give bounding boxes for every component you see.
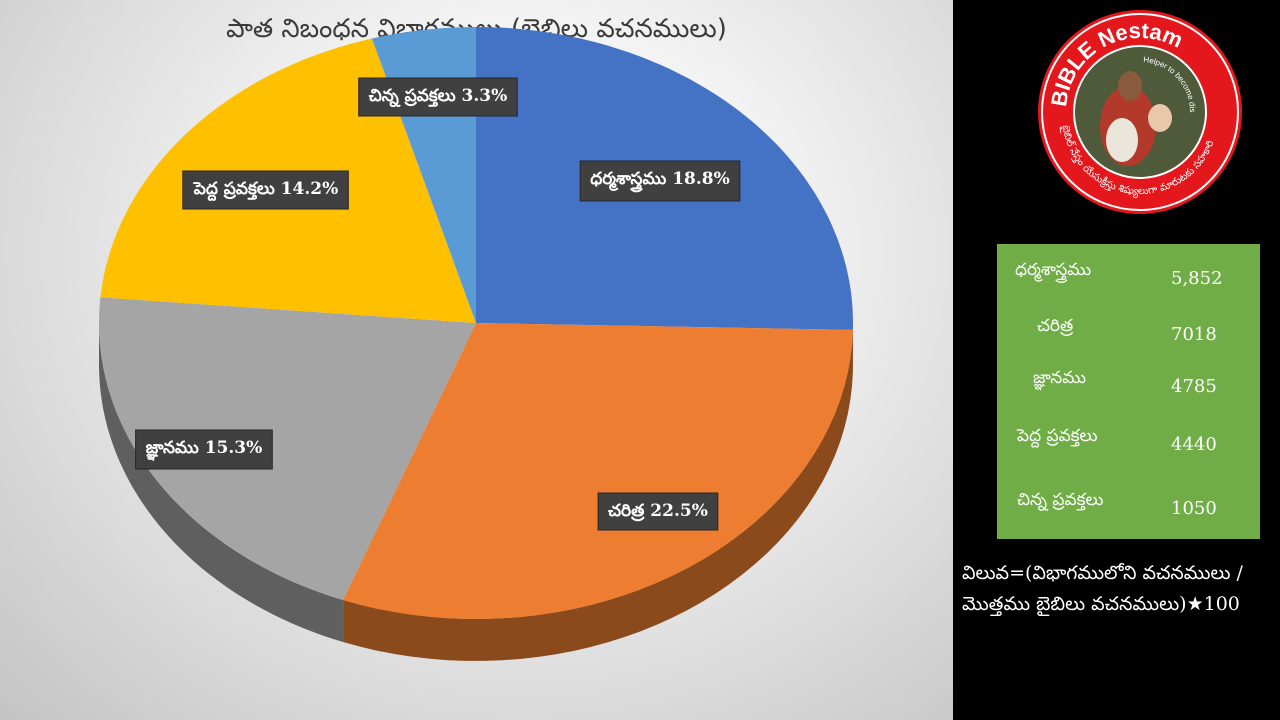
table-row-value: 4785: [1171, 376, 1217, 397]
slice-label: చిన్న ప్రవక్తలు 3.3%: [369, 86, 508, 108]
slice-label-box: [597, 492, 719, 531]
pie-slice-చరిత్ర: [343, 323, 853, 619]
formula-line-1: విలువ=(విభాగములోని వచనములు /: [962, 562, 1243, 584]
slice-label-box: [182, 170, 349, 210]
formula-line-2: మొత్తము బైబిలు వచనములు)★100: [962, 593, 1240, 615]
slice-label-box: [358, 77, 518, 117]
table-row-name: చరిత్ర: [1037, 316, 1074, 336]
slice-label-box: [135, 429, 273, 470]
table-row-value: 5,852: [1171, 268, 1223, 289]
table-row: చిన్న ప్రవక్తలు 1050: [997, 490, 1260, 530]
table-row: ధర్మశాస్త్రము 5,852: [997, 260, 1260, 300]
slice-label-box: [579, 160, 741, 202]
table-row-value: 1050: [1171, 498, 1217, 519]
slice-label: చరిత్ర 22.5%: [608, 501, 708, 522]
slice-label: జ్ఞానము 15.3%: [146, 438, 263, 461]
slice-label: పెద్ద ప్రవక్తలు 14.2%: [193, 179, 338, 201]
table-row-value: 7018: [1171, 324, 1217, 345]
verse-count-table: ధర్మశాస్త్రము 5,852 చరిత్ర 7018 జ్ఞానము …: [997, 244, 1260, 539]
pie-slice-జ్ఞానము: [99, 297, 476, 600]
table-row-name: జ్ఞానము: [1033, 368, 1087, 388]
pie-side-చరిత్ర: [343, 329, 853, 661]
formula-text: విలువ=(విభాగములోని వచనములు / మొత్తము బైబ…: [962, 558, 1278, 620]
table-row-name: ధర్మశాస్త్రము: [1015, 260, 1092, 280]
table-row-name: పెద్ద ప్రవక్తలు: [1017, 426, 1098, 446]
pie-labels-group: ధర్మశాస్త్రము 18.8%చరిత్ర 22.5%జ్ఞానము 1…: [135, 77, 741, 531]
table-row-name: చిన్న ప్రవక్తలు: [1017, 490, 1104, 510]
table-row-value: 4440: [1171, 434, 1217, 455]
pie-depth-group: [99, 323, 853, 661]
table-row: పెద్ద ప్రవక్తలు 4440: [997, 426, 1260, 466]
table-row: చరిత్ర 7018: [997, 316, 1260, 356]
pie-side-జ్ఞానము: [99, 323, 344, 642]
pie-chart: ధర్మశాస్త్రము 18.8%చరిత్ర 22.5%జ్ఞానము 1…: [99, 27, 853, 661]
bible-nestam-logo: BIBLE Nestam Helper to become disciple o…: [1036, 8, 1242, 214]
table-row: జ్ఞానము 4785: [997, 368, 1260, 408]
